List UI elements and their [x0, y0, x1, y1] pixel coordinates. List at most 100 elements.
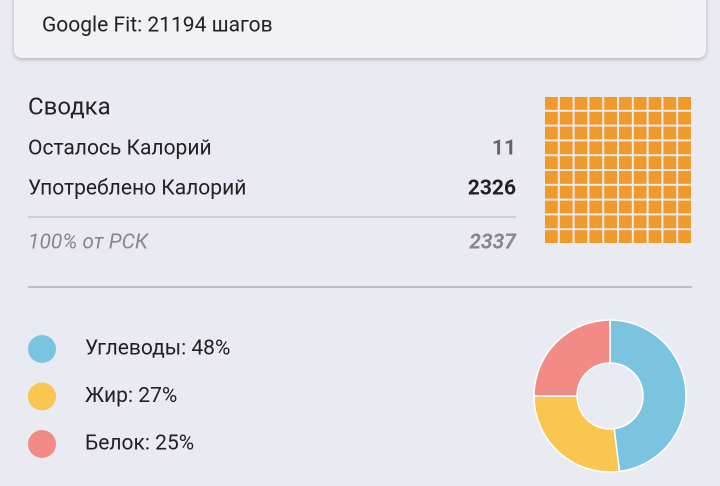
waffle-cell [663, 97, 677, 110]
waffle-cell [633, 230, 647, 243]
waffle-cell [678, 200, 691, 214]
waffle-cell [559, 111, 573, 125]
waffle-cell [559, 230, 573, 243]
waffle-cell [589, 156, 603, 169]
waffle-cell [559, 156, 573, 169]
waffle-cell [604, 215, 617, 229]
waffle-cell [633, 97, 647, 110]
waffle-cell [619, 215, 632, 229]
waffle-cell [589, 141, 603, 155]
waffle-cell [589, 171, 603, 184]
waffle-cell [604, 97, 617, 110]
waffle-cell [604, 111, 617, 125]
waffle-cell [574, 156, 588, 169]
legend-dot [28, 382, 56, 411]
waffle-cell [648, 185, 662, 199]
waffle-cell [604, 200, 617, 214]
waffle-cell [663, 126, 677, 140]
waffle-cell [545, 111, 558, 125]
waffle-cell [648, 141, 662, 155]
waffle-cell [574, 171, 588, 184]
row-value: 2337 [469, 231, 517, 255]
waffle-cell [559, 171, 573, 184]
waffle-cell [589, 185, 603, 199]
waffle-cell [574, 230, 588, 243]
waffle-cell [619, 141, 632, 155]
waffle-cell [604, 126, 617, 140]
waffle-cell [633, 126, 647, 140]
waffle-cell [574, 141, 588, 155]
waffle-cell [678, 126, 691, 140]
waffle-cell [633, 141, 647, 155]
waffle-cell [545, 171, 558, 184]
waffle-cell [589, 200, 603, 214]
waffle-cell [619, 200, 632, 214]
waffle-cell [589, 215, 603, 229]
waffle-cell [545, 185, 558, 199]
steps-text: Google Fit: 21194 шагов [42, 14, 273, 38]
waffle-cell [648, 200, 662, 214]
waffle-cell [604, 156, 617, 169]
waffle-cell [633, 171, 647, 184]
row-label: Употреблено Калорий [28, 177, 246, 201]
waffle-cell [559, 141, 573, 155]
waffle-cell [619, 171, 632, 184]
steps-card[interactable] [14, 0, 706, 58]
waffle-cell [663, 215, 677, 229]
waffle-cell [574, 97, 588, 110]
waffle-cell [545, 97, 558, 110]
legend-dot [28, 335, 56, 363]
waffle-cell [589, 230, 603, 243]
waffle-cell [648, 156, 662, 169]
waffle-cell [663, 141, 677, 155]
waffle-cell [678, 97, 691, 110]
waffle-cell [648, 171, 662, 184]
waffle-cell [619, 111, 632, 125]
waffle-cell [619, 156, 632, 169]
row-label: Осталось Калорий [28, 137, 212, 161]
waffle-cell [619, 185, 632, 199]
waffle-cell [589, 126, 603, 140]
waffle-cell [604, 171, 617, 184]
waffle-cell [663, 171, 677, 184]
donut-slice [533, 395, 621, 473]
waffle-cell [574, 126, 588, 140]
waffle-cell [648, 126, 662, 140]
donut-slice [533, 319, 611, 397]
waffle-cell [604, 185, 617, 199]
waffle-cell [545, 230, 558, 243]
waffle-cell [678, 156, 691, 169]
waffle-cell [545, 141, 558, 155]
waffle-cell [574, 200, 588, 214]
waffle-cell [633, 215, 647, 229]
waffle-cell [678, 230, 691, 243]
waffle-cell [589, 97, 603, 110]
waffle-cell [545, 126, 558, 140]
waffle-cell [648, 215, 662, 229]
waffle-cell [574, 215, 588, 229]
waffle-cell [648, 97, 662, 110]
waffle-cell [545, 200, 558, 214]
waffle-cell [678, 215, 691, 229]
waffle-cell [619, 230, 632, 243]
summary-title: Сводка [28, 92, 111, 120]
waffle-cell [648, 230, 662, 243]
waffle-cell [559, 185, 573, 199]
waffle-cell [663, 200, 677, 214]
waffle-cell [678, 185, 691, 199]
waffle-cell [604, 141, 617, 155]
waffle-cell [678, 111, 691, 125]
waffle-cell [574, 185, 588, 199]
legend-label: Белок: 25% [85, 432, 194, 456]
waffle-cell [619, 97, 632, 110]
waffle-cell [633, 111, 647, 125]
legend-label: Углеводы: 48% [85, 337, 230, 361]
waffle-cell [604, 230, 617, 243]
waffle-cell [633, 156, 647, 169]
waffle-cell [633, 200, 647, 214]
row-label: 100% от РСК [28, 231, 150, 255]
waffle-cell [545, 215, 558, 229]
waffle-cell [678, 171, 691, 184]
legend-dot [28, 430, 56, 458]
